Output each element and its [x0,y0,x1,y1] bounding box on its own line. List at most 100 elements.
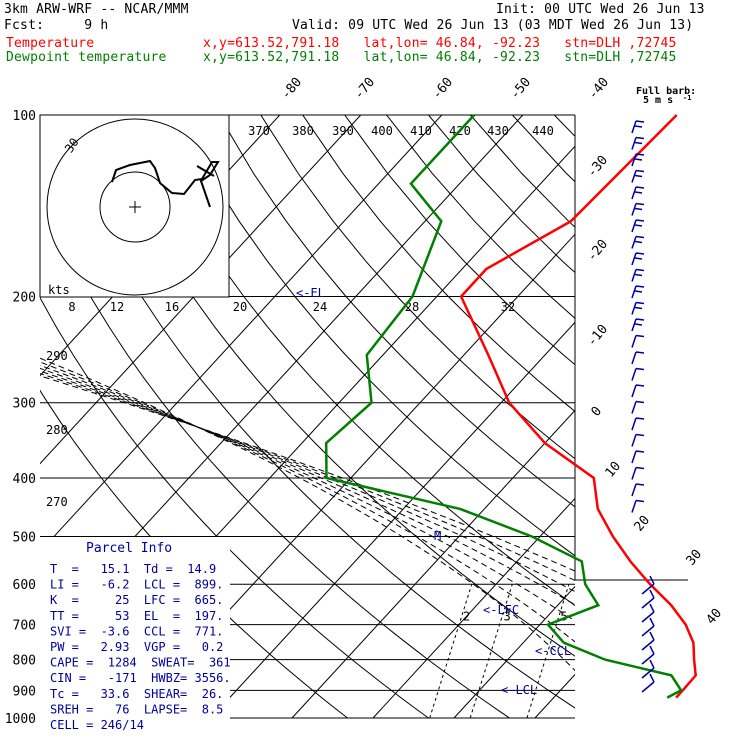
model-title: 3km ARW-WRF -- NCAR/MMM [4,2,189,17]
wind-barb-flag [635,450,645,453]
mixing-ratio-label: 8 [617,610,624,624]
wind-barb-flag [635,499,645,503]
parcel-info-row: K = 25 LFC = 665. [50,593,223,607]
dry-adiabat-line [260,115,575,460]
wind-barb-flag [634,141,643,145]
isobar-label: 800 [13,654,36,669]
wind-barb-flag [635,153,645,156]
isotherm-top-label: -40 [586,75,613,103]
parcel-info-row: CAPE = 1284 SWEAT= 361 [50,656,231,670]
wind-barb-flag [635,466,645,470]
wind-barb-flag [635,169,645,173]
dry-adiabat-line [92,115,575,657]
wind-barb-flag [649,589,655,599]
wind-barb-flag [635,318,645,321]
dry-adiabat-line [722,115,740,718]
isotherm-side-label: 40 [704,606,726,628]
isotherm-line [291,409,575,719]
parcel-info-row: T = 15.1 Td = 14.9 [50,562,216,576]
wind-barb-flag [634,158,643,161]
hodograph-speed-label: 20 [233,300,247,314]
wind-barb-flag [635,285,645,288]
isobar-label: 200 [13,291,36,306]
isotherm-side-label: 0 [589,404,606,420]
wind-barb [631,500,637,513]
theta-label: 380 [292,124,314,138]
wind-barb-flag [635,252,645,255]
hodograph-speed-label: 32 [501,300,515,314]
parcel-info-row: CELL = 246/14 [50,718,144,732]
isotherm-top-label: -60 [430,75,457,103]
isotherm-top-label: -50 [508,75,535,103]
dry-adiabat-line [596,115,740,718]
wind-barb [631,335,637,348]
dry-adiabat-line [512,115,575,183]
wind-barb [631,302,637,315]
isotherm-line [210,321,575,719]
hodograph-speed-label: 16 [165,300,179,314]
isobar-label: 1000 [5,712,36,727]
dry-adiabat-line [40,195,510,719]
dry-adiabat-line [553,115,575,138]
wind-barb [631,450,637,464]
wind-barb-flag [635,120,645,123]
hodograph-speed-label: 12 [110,300,124,314]
hodograph-speed-label: 24 [313,300,327,314]
theta-label: 370 [248,124,270,138]
wind-barb [641,583,655,595]
isobar-label: 900 [13,684,36,699]
isotherm-side-label: -20 [585,237,612,265]
dry-adiabat-line [428,115,575,274]
wind-barb [641,611,655,623]
isotherm-side-label: 10 [603,459,625,481]
wind-barb-flag [649,645,655,655]
wind-barb [631,401,637,414]
wind-barb-legend: Full barb: 5 m s -1 [636,86,696,106]
isotherm-line [372,497,575,719]
full-barb-value: 5 m s [643,95,673,106]
hodograph-speed-axis: kts 8 12 16 20 24 28 32 [48,283,515,314]
wind-barb-flag [635,400,645,404]
wind-barb [641,653,655,665]
mixing-ratio-label: 3 [504,610,511,624]
wind-barb-flag [634,273,643,277]
wind-barb [631,236,637,249]
mixing-ratio-label: 12 [666,610,680,624]
isotherm-line [453,585,575,719]
wind-barb [631,384,637,398]
wind-barb [631,417,637,431]
wind-barb-flag [649,575,655,585]
wind-barb-flag [634,207,643,211]
isotherm-top-label: -70 [352,75,379,103]
temperature-location: x,y=613.52,791.18 lat,lon= 46.84, -92.23… [203,36,677,51]
wind-barb [631,170,637,183]
wind-barb [631,285,637,299]
isotherm-line [697,115,740,718]
isobar-label: 700 [13,619,36,634]
parcel-info-title: Parcel Info [86,541,172,556]
isobar-label: 500 [13,530,36,545]
wind-barb-flag [634,306,643,310]
temperature-label: Temperature [6,36,95,51]
wind-barb-flag [635,351,645,354]
dewpoint-location: x,y=613.52,791.18 lat,lon= 46.84, -92.23… [203,50,677,65]
isobar-label: 600 [13,578,36,593]
wind-barb-flag [635,483,645,486]
wind-barb-flag [634,240,643,244]
isotherm-top-label: -80 [279,75,306,103]
wind-barb-flag [634,323,643,326]
mixing-ratio-line [697,584,739,718]
isobar-label: 300 [13,397,36,412]
parcel-info-row: PW = 2.93 VGP = 0.2 [50,640,223,654]
temperature-profile [459,114,697,699]
wind-barb [631,351,637,365]
init-time: Init: 00 UTC Wed 26 Jun 13 [496,2,705,17]
isotherm-line [40,115,443,553]
wind-barb [631,467,637,480]
dry-adiabat-line [134,115,575,607]
forecast-hour: Fcst: 9 h [4,18,109,33]
wind-barb [631,186,637,200]
moist-adiabat-line [40,375,575,572]
wind-barb-flag [635,334,645,338]
dewpoint-label: Dewpoint temperature [6,50,167,65]
